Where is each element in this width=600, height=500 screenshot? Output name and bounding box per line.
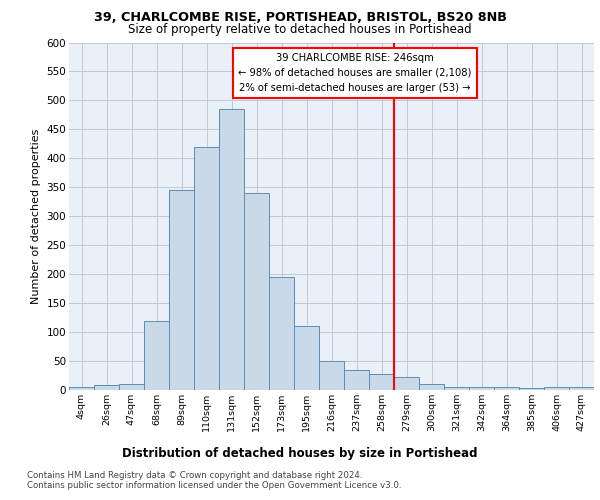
Bar — [119, 384, 144, 390]
Text: 39, CHARLCOMBE RISE, PORTISHEAD, BRISTOL, BS20 8NB: 39, CHARLCOMBE RISE, PORTISHEAD, BRISTOL… — [94, 11, 506, 24]
Bar — [319, 361, 344, 390]
Bar — [519, 388, 544, 390]
Bar — [419, 384, 444, 390]
Bar — [369, 374, 394, 390]
Bar — [294, 326, 319, 390]
Text: Distribution of detached houses by size in Portishead: Distribution of detached houses by size … — [122, 448, 478, 460]
Bar — [444, 387, 469, 390]
Bar — [269, 277, 294, 390]
Bar — [494, 387, 519, 390]
Text: Size of property relative to detached houses in Portishead: Size of property relative to detached ho… — [128, 22, 472, 36]
Bar — [144, 320, 169, 390]
Bar — [244, 193, 269, 390]
Bar — [344, 370, 369, 390]
Bar — [194, 147, 219, 390]
Bar — [69, 387, 94, 390]
Bar — [544, 387, 569, 390]
Bar — [94, 386, 119, 390]
Y-axis label: Number of detached properties: Number of detached properties — [31, 128, 41, 304]
Bar — [394, 378, 419, 390]
Text: 39 CHARLCOMBE RISE: 246sqm
← 98% of detached houses are smaller (2,108)
2% of se: 39 CHARLCOMBE RISE: 246sqm ← 98% of deta… — [238, 53, 472, 92]
Bar — [219, 109, 244, 390]
Bar — [169, 190, 194, 390]
Bar — [569, 387, 594, 390]
Text: Contains public sector information licensed under the Open Government Licence v3: Contains public sector information licen… — [27, 481, 401, 490]
Bar — [469, 387, 494, 390]
Text: Contains HM Land Registry data © Crown copyright and database right 2024.: Contains HM Land Registry data © Crown c… — [27, 471, 362, 480]
